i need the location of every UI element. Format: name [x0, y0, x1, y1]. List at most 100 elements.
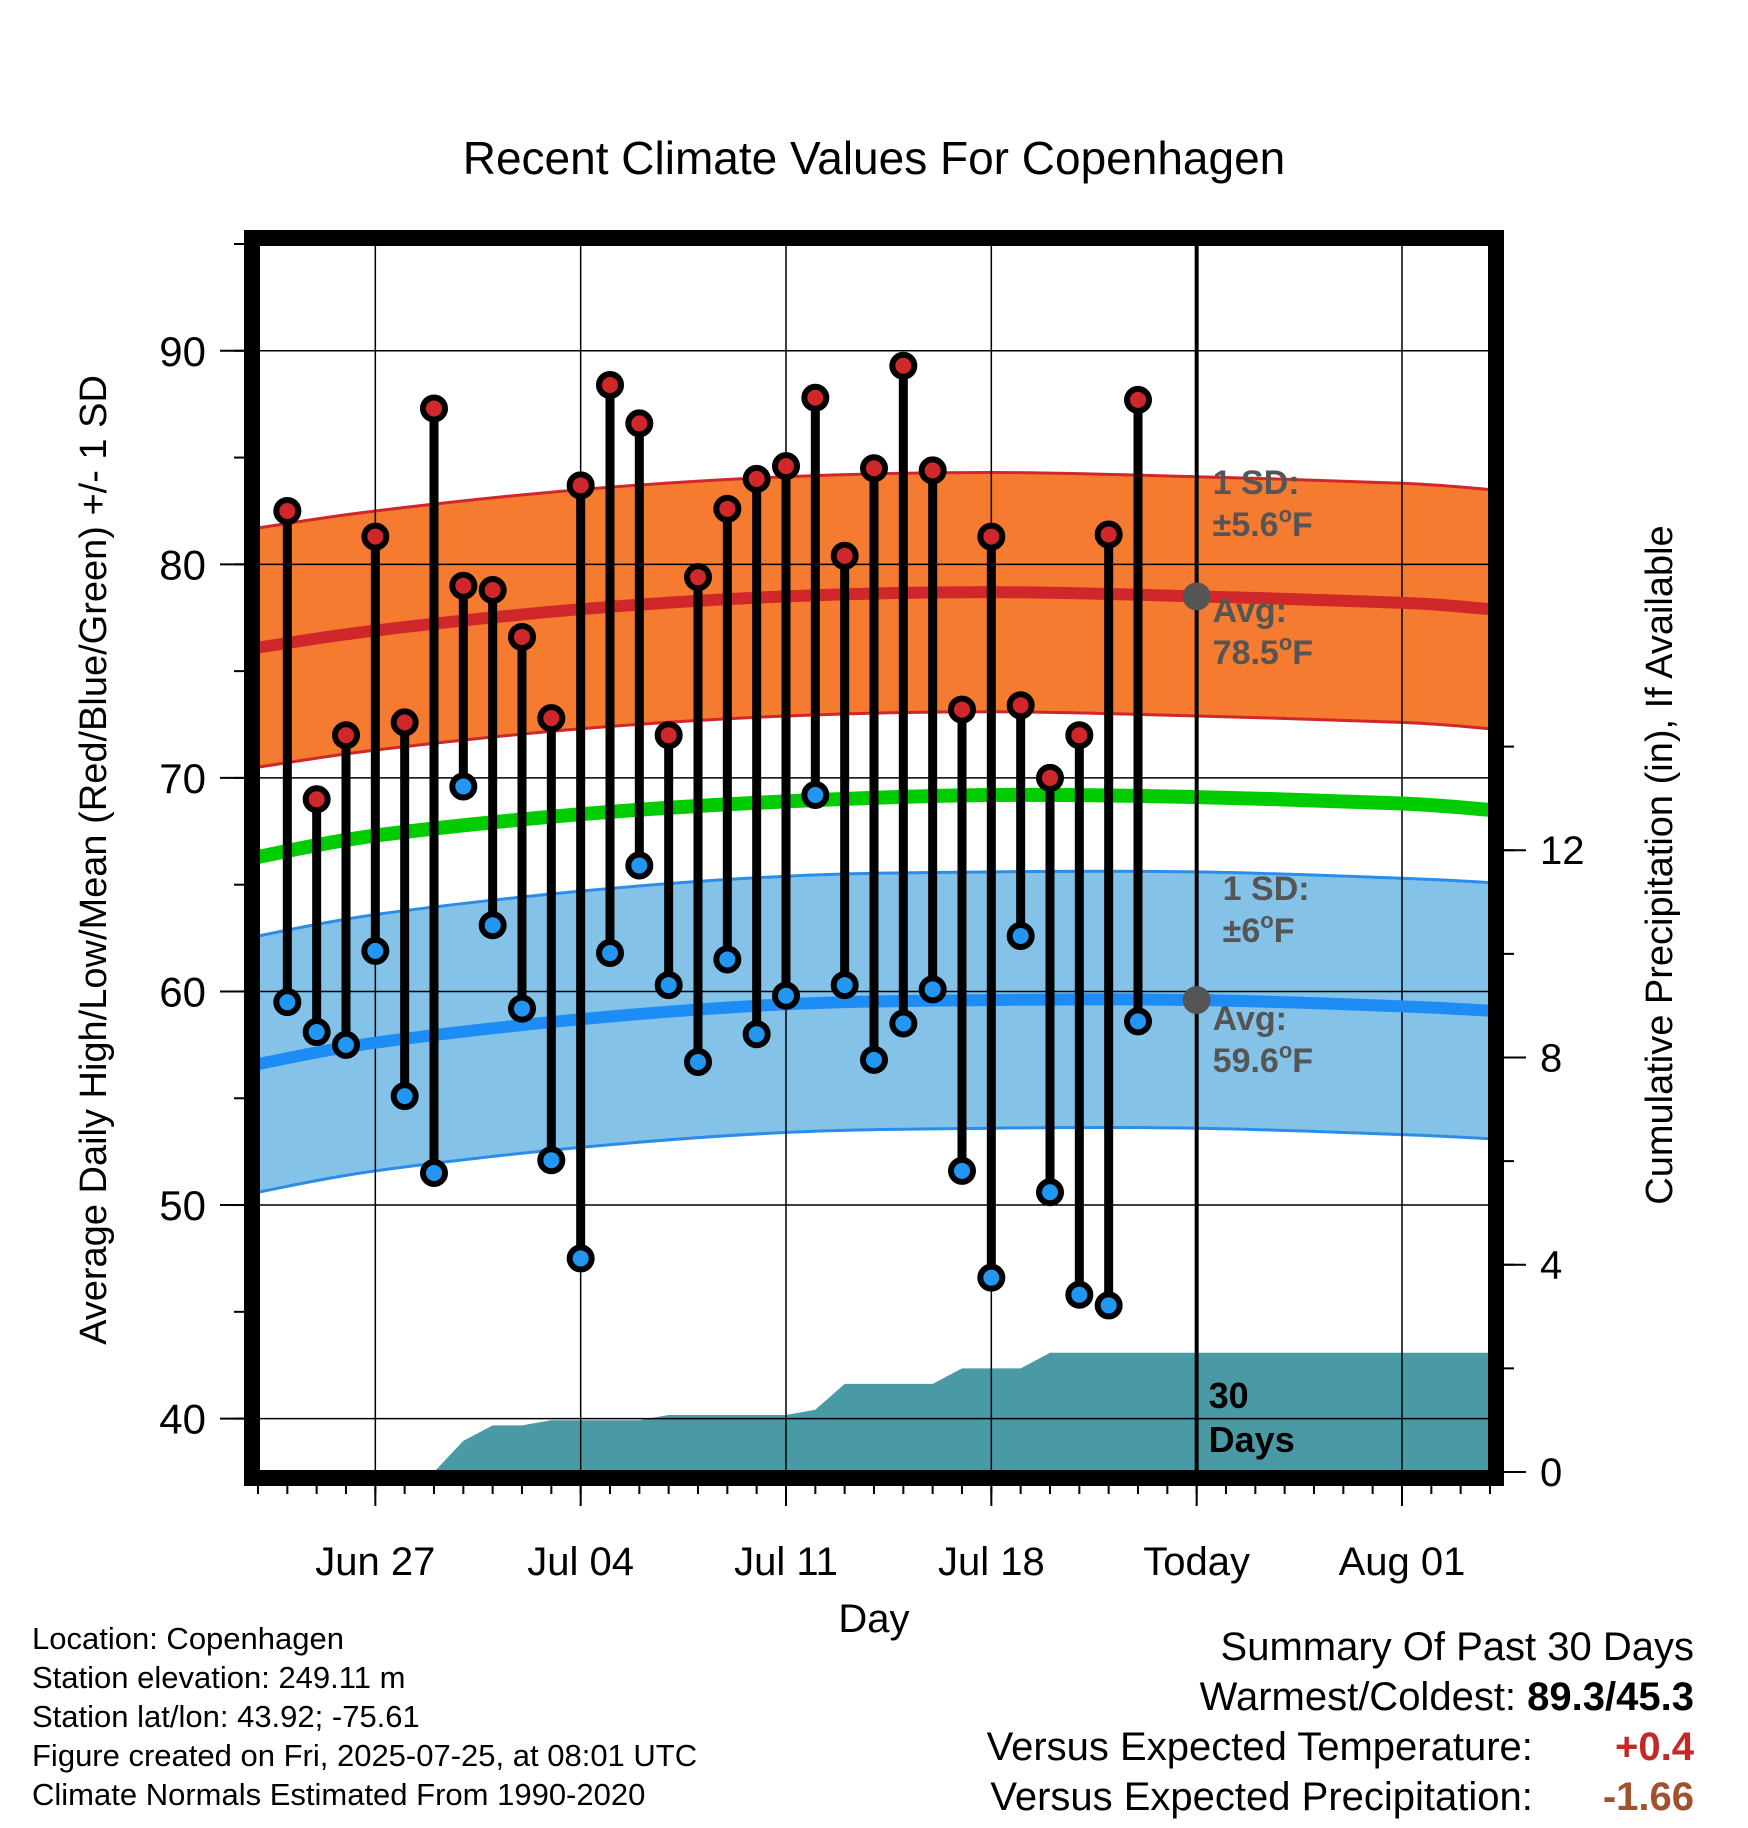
daily-low-point [977, 1263, 1006, 1292]
daily-low-point [537, 1146, 566, 1175]
low-avg-label: Avg: [1213, 1000, 1287, 1038]
x-tick-label: Jul 04 [527, 1540, 634, 1584]
y2-tick-label: 12 [1540, 829, 1585, 873]
daily-high-point [537, 704, 566, 733]
x-tick-label: Jul 11 [734, 1540, 838, 1584]
daily-low-point [889, 1009, 918, 1038]
daily-low-point [948, 1156, 976, 1185]
daily-low-point [1036, 1178, 1064, 1207]
daily-low-point [1156, 0, 1178, 11]
daily-high-point [1065, 721, 1094, 750]
daily-low-point [478, 911, 507, 940]
daily-high-point [801, 383, 830, 412]
daily-low-point [625, 851, 654, 880]
today-low-avg-dot [1182, 986, 1211, 1015]
daily-high-point [596, 370, 624, 399]
daily-low-point [361, 936, 390, 965]
low-avg-value: 59.6oF [1213, 1038, 1313, 1080]
precip-label: Versus Expected Precipitation: [990, 1775, 1533, 1819]
daily-low-point [390, 1082, 419, 1111]
daily-high-point [566, 471, 595, 500]
today-high-avg-dot [1182, 582, 1211, 611]
daily-high-point [1036, 763, 1064, 792]
daily-high-point [625, 409, 654, 438]
daily-low-point [449, 772, 478, 801]
normals-text: Climate Normals Estimated From 1990-2020 [32, 1777, 646, 1812]
daily-high-point [1006, 691, 1035, 720]
daily-high-point [508, 622, 536, 651]
daily-high-point [449, 571, 478, 600]
daily-low-point [420, 1159, 448, 1188]
daily-low-point [508, 994, 536, 1023]
summary-precip-row: Versus Expected Precipitation: -1.66 [987, 1772, 1694, 1822]
summary-warmest-row: Warmest/Coldest: 89.3/45.3 [987, 1672, 1694, 1722]
normal-low-line [258, 993, 1490, 1071]
normal-mean-line [258, 787, 1490, 864]
daily-high-point [361, 522, 390, 551]
y2-tick-label: 4 [1540, 1244, 1562, 1288]
daily-low-point [830, 971, 859, 1000]
y2-axis-title: Cumulative Precipitation (in), If Availa… [1639, 525, 1681, 1204]
precip-value: -1.66 [1602, 1775, 1694, 1819]
y-tick-label: 60 [159, 968, 206, 1015]
daily-high-point [654, 721, 683, 750]
high-sd-value: ±5.6oF [1213, 502, 1313, 544]
warmest-label: Warmest/Coldest: [1199, 1675, 1517, 1719]
daily-high-point [772, 452, 800, 481]
daily-low-point [860, 1045, 888, 1074]
daily-high-point [478, 575, 507, 604]
y-tick-label: 80 [159, 541, 206, 588]
y-tick-label: 50 [159, 1182, 206, 1229]
temp-label: Versus Expected Temperature: [986, 1725, 1533, 1769]
daily-low-point [566, 1244, 595, 1273]
x-axis-title: Day [838, 1597, 909, 1641]
daily-low-point [742, 1020, 771, 1049]
daily-high-point [948, 695, 976, 724]
daily-high-point [420, 394, 448, 423]
x-tick-label: Aug 01 [1339, 1540, 1466, 1584]
daily-high-point [1156, 0, 1178, 11]
high-sd-label: 1 SD: [1213, 464, 1300, 502]
high-avg-label: Avg: [1213, 592, 1287, 630]
daily-low-point [772, 981, 800, 1010]
latlon-text: Station lat/lon: 43.92; -75.61 [32, 1699, 420, 1734]
x-tick-label: Jul 18 [938, 1540, 1045, 1584]
daily-low-point [302, 1018, 331, 1047]
window-days-label: Days [1209, 1419, 1295, 1460]
daily-low-point [654, 971, 683, 1000]
daily-high-point [742, 464, 771, 493]
daily-low-point [713, 945, 742, 974]
summary-panel: Summary Of Past 30 Days Warmest/Coldest:… [987, 1622, 1694, 1822]
precipitation-area [258, 1352, 1490, 1472]
daily-high-point [273, 496, 302, 525]
low-sd-value: ±6oF [1223, 908, 1295, 950]
y-axis-title: Average Daily High/Low/Mean (Red/Blue/Gr… [73, 375, 115, 1345]
daily-high-point [830, 541, 859, 570]
daily-low-point [1006, 921, 1035, 950]
normal-low-band-upper-edge [258, 869, 1490, 938]
daily-low-point [1124, 1007, 1152, 1036]
y2-tick-label: 8 [1540, 1036, 1562, 1080]
normal-high-line [258, 586, 1490, 654]
plot-frame [244, 230, 1504, 1486]
daily-high-point [684, 563, 712, 592]
daily-low-point [1065, 1280, 1094, 1309]
x-tick-label: Today [1143, 1540, 1250, 1584]
daily-low-point [332, 1030, 360, 1059]
daily-high-point [1124, 385, 1152, 414]
station-info: Location: Copenhagen Station elevation: … [32, 1619, 697, 1814]
created-text: Figure created on Fri, 2025-07-25, at 08… [32, 1738, 698, 1773]
low-sd-label: 1 SD: [1223, 870, 1310, 908]
daily-low-point [596, 939, 624, 968]
x-tick-label: Jun 27 [315, 1540, 435, 1584]
daily-low-point [918, 975, 947, 1004]
y-tick-label: 70 [159, 755, 206, 802]
temp-value: +0.4 [1615, 1725, 1694, 1769]
daily-high-point [918, 456, 947, 485]
daily-low-point [684, 1047, 712, 1076]
daily-low-point [1094, 1291, 1123, 1320]
daily-high-point [713, 494, 742, 523]
daily-high-point [390, 708, 419, 737]
chart-title: Recent Climate Values For Copenhagen [463, 132, 1286, 184]
